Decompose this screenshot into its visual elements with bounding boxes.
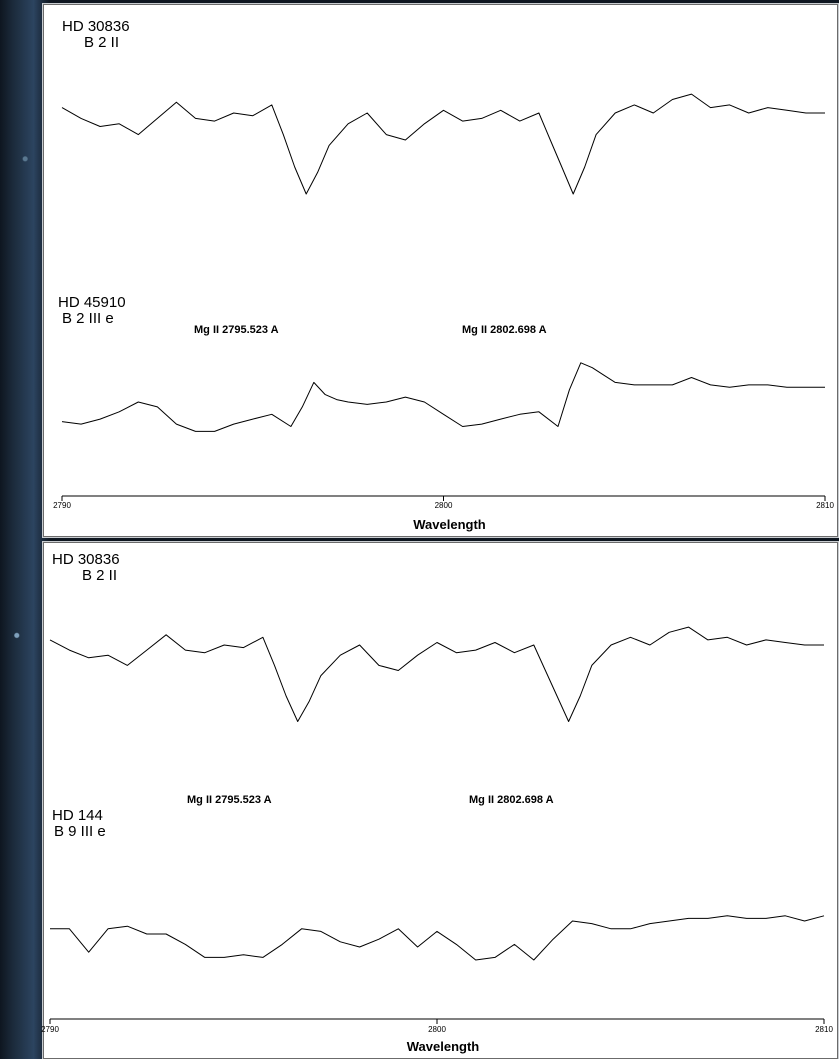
series-name-label: HD 30836 — [62, 18, 130, 35]
spectrum-line-2-1 — [49, 626, 824, 722]
x-tick-label: 2810 — [816, 501, 834, 510]
x-axis-title: Wavelength — [407, 1039, 480, 1054]
x-tick-label: 2800 — [428, 1025, 446, 1034]
series-name-label: HD 144 — [52, 807, 103, 824]
mg-ii-line-annotation: Mg II 2795.523 A — [187, 794, 272, 806]
spectrum-line-2-2 — [50, 915, 825, 961]
spectrum-panel-top: HD 30836 B 2 II HD 45910 B 2 III e Mg II 279… — [43, 4, 838, 537]
spectrum-panel-bottom: HD 30836 B 2 II HD 144 B 9 III e Mg II 2795.… — [41, 542, 838, 1059]
spectral-type-label: B 2 II — [82, 567, 117, 584]
x-tick-label: 2810 — [815, 1025, 833, 1034]
x-axis-title: Wavelength — [413, 517, 486, 532]
mg-ii-line-annotation: Mg II 2802.698 A — [469, 794, 554, 806]
series-name-label: HD 30836 — [52, 551, 120, 568]
series-name-label: HD 45910 — [58, 294, 126, 311]
spectral-type-label: B 9 III e — [54, 823, 106, 840]
x-tick-label: 2790 — [53, 501, 71, 510]
x-tick-label: 2800 — [435, 501, 453, 510]
mg-ii-line-annotation: Mg II 2802.698 A — [462, 324, 547, 336]
spectrum-line-1-2 — [61, 362, 825, 432]
x-tick-label: 2790 — [41, 1025, 59, 1034]
mg-ii-line-annotation: Mg II 2795.523 A — [194, 324, 279, 336]
spectral-type-label: B 2 III e — [62, 310, 114, 327]
spectrum-line-1-1 — [61, 93, 825, 195]
spectral-type-label: B 2 II — [84, 34, 119, 51]
